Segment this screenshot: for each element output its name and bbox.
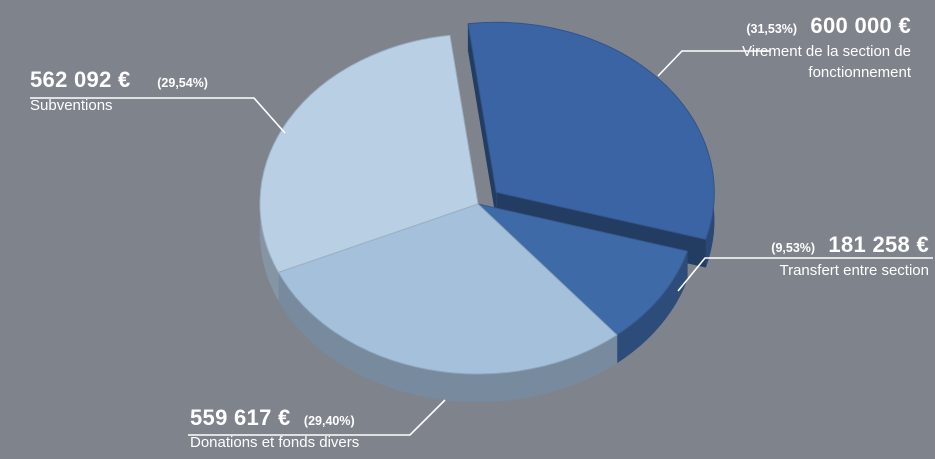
pie-slice-transfert <box>476 203 689 336</box>
label-transfert: (9,53%) 181 258 € Transfert entre sectio… <box>771 232 929 281</box>
leader-subventions <box>30 97 286 134</box>
name-transfert: Transfert entre section <box>779 262 929 279</box>
leader-lines <box>30 50 933 436</box>
pie-top <box>259 21 715 375</box>
label-virement: (31,53%) 600 000 € Virement de la sectio… <box>706 13 911 83</box>
name-virement: Virement de la section de fonctionnement <box>742 43 911 81</box>
amount-transfert: 181 258 € <box>828 232 929 257</box>
pie-slice-subventions <box>259 34 479 274</box>
leader-donations <box>188 399 446 436</box>
percent-transfert: (9,53%) <box>771 241 816 255</box>
label-subventions: 562 092 € (29,54%) Subventions <box>30 67 208 116</box>
label-donations: 559 617 € (29,40%) Donations et fonds di… <box>190 405 359 453</box>
percent-subventions: (29,54%) <box>157 76 208 90</box>
amount-donations: 559 617 € <box>190 405 291 430</box>
amount-subventions: 562 092 € <box>30 67 131 92</box>
name-donations: Donations et fonds divers <box>190 434 360 451</box>
name-subventions: Subventions <box>30 97 113 114</box>
pie-cut-virement-0 <box>468 23 497 221</box>
leader-transfert <box>677 257 933 292</box>
percent-virement: (31,53%) <box>746 22 798 36</box>
percent-donations: (29,40%) <box>303 414 355 428</box>
pie-slice-virement <box>467 21 715 240</box>
leader-virement <box>657 50 770 77</box>
amount-virement: 600 000 € <box>810 13 911 38</box>
pie-slice-donations <box>277 203 618 375</box>
